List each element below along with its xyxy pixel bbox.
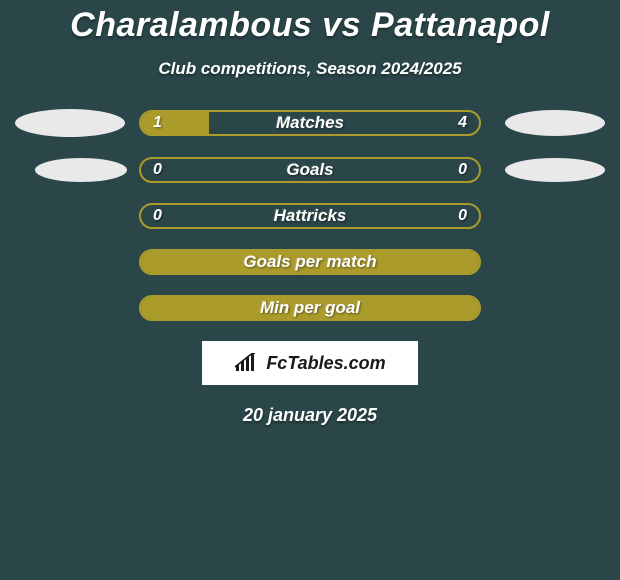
stat-bar-label: Goals per match [141, 251, 479, 273]
subtitle: Club competitions, Season 2024/2025 [0, 59, 620, 79]
stat-bar-label: Hattricks [141, 205, 479, 227]
stat-left-value: 0 [153, 159, 162, 181]
player-ellipse-left [15, 109, 125, 137]
stat-bar: Goals0 0 [139, 157, 481, 183]
stat-bar: Matches1 4 [139, 110, 481, 136]
stat-bar: Hattricks0 0 [139, 203, 481, 229]
stat-bar-label: Matches [141, 112, 479, 134]
stat-row: Min per goal [0, 295, 620, 321]
stat-bar-label: Goals [141, 159, 479, 181]
left-ellipse-slot [9, 109, 139, 137]
stat-right-value: 0 [458, 159, 467, 181]
player-ellipse-right [505, 158, 605, 182]
page-title: Charalambous vs Pattanapol [0, 0, 620, 45]
left-ellipse-slot [9, 158, 139, 182]
stat-rows: Matches14Goals00Hattricks00Goals per mat… [0, 109, 620, 321]
stat-row: Goals per match [0, 249, 620, 275]
player-ellipse-left [35, 158, 127, 182]
stat-right-value: 0 [458, 205, 467, 227]
stat-row: Matches1 4 [0, 109, 620, 137]
right-ellipse-slot [481, 158, 611, 182]
stat-right-value: 4 [458, 112, 467, 134]
bar-chart-icon [234, 353, 260, 373]
stat-left-value: 1 [153, 112, 162, 134]
stat-bar: Goals per match [139, 249, 481, 275]
right-ellipse-slot [481, 110, 611, 136]
infographic-canvas: Charalambous vs Pattanapol Club competit… [0, 0, 620, 580]
stat-row: Hattricks0 0 [0, 203, 620, 229]
brand-badge: FcTables.com [202, 341, 418, 385]
stat-left-value: 0 [153, 205, 162, 227]
date-text: 20 january 2025 [0, 405, 620, 426]
brand-text: FcTables.com [266, 353, 385, 374]
stat-bar-label: Min per goal [141, 297, 479, 319]
stat-row: Goals0 0 [0, 157, 620, 183]
stat-bar: Min per goal [139, 295, 481, 321]
player-ellipse-right [505, 110, 605, 136]
